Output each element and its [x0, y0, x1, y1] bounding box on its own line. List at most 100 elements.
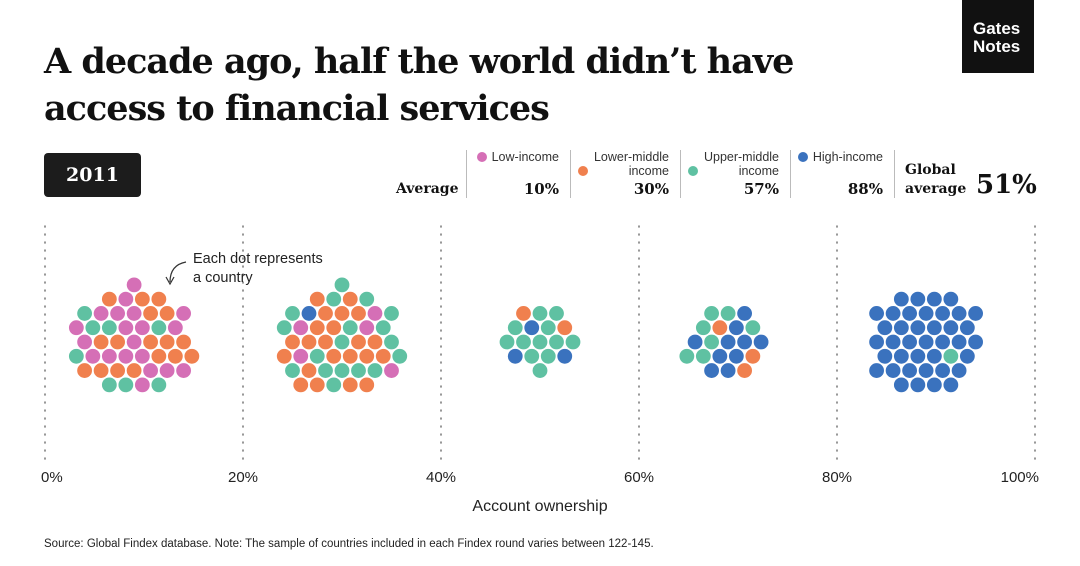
global-average-divider [894, 150, 1045, 198]
country-dot [334, 334, 350, 350]
country-dot [959, 348, 975, 364]
country-dot [334, 277, 350, 293]
country-dot [910, 320, 926, 336]
country-dot [143, 334, 159, 350]
country-dot [134, 320, 150, 336]
country-dot [540, 348, 556, 364]
country-dot [285, 306, 300, 321]
country-dot [753, 334, 769, 350]
country-dot [318, 334, 333, 350]
country-dot [77, 363, 92, 378]
country-dot [101, 377, 117, 393]
country-dot [893, 291, 909, 307]
country-dot [176, 306, 192, 321]
country-dot [926, 377, 942, 393]
global-label-2: average [905, 181, 967, 197]
country-dot [301, 334, 317, 350]
country-dot [309, 348, 325, 364]
country-dot [893, 348, 909, 364]
x-tick-label: 20% [228, 469, 258, 486]
country-dot [392, 348, 408, 364]
country-dot [143, 306, 159, 321]
country-dot [728, 348, 744, 364]
country-dot [695, 320, 711, 336]
country-dot [910, 377, 926, 393]
low-income-dot-icon [476, 152, 487, 162]
country-dot [918, 363, 934, 378]
country-dot [85, 320, 101, 336]
country-dot [737, 306, 752, 321]
country-dot [359, 348, 375, 364]
country-dot [293, 320, 309, 336]
country-dot [943, 320, 959, 336]
country-dot [293, 348, 309, 364]
country-dot [902, 306, 917, 321]
country-dot [351, 363, 366, 378]
country-dot [549, 334, 564, 350]
legend-label: Low-income [491, 150, 559, 164]
country-dot [679, 348, 695, 364]
country-dot [935, 363, 950, 378]
country-dot [532, 306, 548, 321]
country-dot [704, 306, 719, 321]
country-dot [110, 306, 125, 321]
country-dot [77, 306, 92, 321]
country-dot [151, 348, 167, 364]
country-dot [943, 291, 959, 307]
country-dot [318, 306, 333, 321]
country-dot [745, 348, 761, 364]
country-dot [342, 291, 358, 307]
country-dot [869, 306, 884, 321]
country-dot [126, 363, 142, 378]
country-dot [926, 348, 942, 364]
x-axis-label: Account ownership [472, 498, 608, 515]
country-dot [167, 320, 183, 336]
country-dot [968, 306, 983, 321]
x-tick-label: 80% [822, 469, 852, 486]
country-dot [143, 363, 159, 378]
country-dot [516, 334, 531, 350]
country-dot [309, 291, 325, 307]
country-dot [943, 348, 959, 364]
country-dot [326, 320, 342, 336]
country-dot [301, 363, 317, 378]
country-dot [334, 306, 350, 321]
country-dot [712, 320, 728, 336]
country-dot [359, 377, 375, 393]
legend-label: High-income [812, 150, 883, 164]
country-dot [159, 334, 175, 350]
country-dot [902, 363, 917, 378]
country-dot [532, 363, 548, 378]
country-dot [318, 363, 333, 378]
legend-label: Lower-middle income [593, 150, 669, 178]
country-dot [159, 363, 175, 378]
country-dot [126, 277, 142, 293]
gates-notes-logo: Gates Notes [962, 0, 1034, 73]
country-dot [720, 306, 736, 321]
country-dot [176, 334, 192, 350]
global-label-1: Global [905, 162, 956, 178]
country-dot [68, 348, 84, 364]
upper-middle-dot-icon [688, 166, 698, 176]
country-dot [118, 291, 134, 307]
country-dot [342, 348, 358, 364]
country-dot [93, 334, 109, 350]
country-dot [499, 334, 515, 350]
average-label: Average [396, 181, 459, 197]
country-dot [712, 348, 728, 364]
country-dot [910, 291, 926, 307]
country-dot [951, 334, 967, 350]
country-dot [902, 334, 917, 350]
country-dot [118, 348, 134, 364]
country-dot [110, 334, 125, 350]
annotation: Each dot represents a country [193, 250, 323, 288]
country-dot [134, 348, 150, 364]
country-dot [93, 306, 109, 321]
country-dot [276, 348, 292, 364]
country-dot [549, 306, 564, 321]
country-dot [285, 363, 300, 378]
country-dot [151, 377, 167, 393]
annotation-line-2: a country [193, 270, 253, 286]
country-dot [720, 363, 736, 378]
